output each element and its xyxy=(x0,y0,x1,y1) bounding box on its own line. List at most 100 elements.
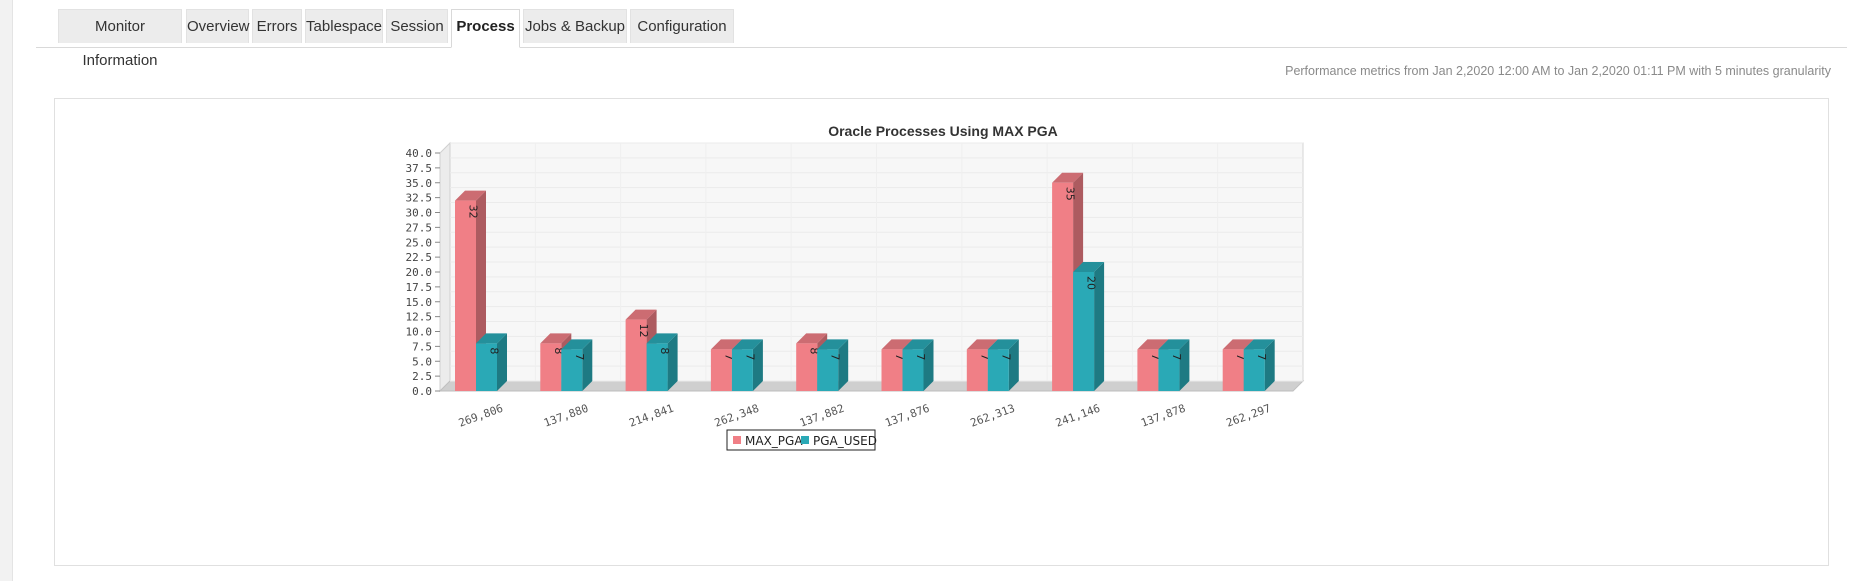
tab-process[interactable]: Process xyxy=(451,9,520,48)
y-tick-label: 32.5 xyxy=(406,192,433,205)
legend-swatch xyxy=(733,436,741,444)
bar-side xyxy=(1094,262,1105,391)
bar-value-label: 7 xyxy=(1170,353,1183,360)
tab-monitor-information[interactable]: Monitor Information xyxy=(58,9,182,69)
bar-value-label: 8 xyxy=(658,347,671,354)
bar-value-label: 7 xyxy=(722,353,735,360)
bar-value-label: 8 xyxy=(552,347,565,354)
y-tick-label: 22.5 xyxy=(406,251,433,264)
bar-pga-used xyxy=(1073,262,1105,391)
x-tick-label: 262,348 xyxy=(713,402,761,430)
y-tick-label: 30.0 xyxy=(406,207,433,220)
bar-top xyxy=(1158,339,1190,350)
tab-tablespace[interactable]: Tablespace xyxy=(305,9,383,43)
bar-front xyxy=(881,349,903,391)
bar-top xyxy=(1243,339,1275,350)
bar-top xyxy=(817,339,849,350)
y-tick-label: 2.5 xyxy=(412,370,432,383)
y-tick-label: 25.0 xyxy=(406,236,433,249)
bar-front xyxy=(817,349,839,391)
bar-value-label: 8 xyxy=(808,347,821,354)
bar-top xyxy=(987,339,1019,350)
y-tick-label: 27.5 xyxy=(406,221,433,234)
bar-front xyxy=(1137,349,1159,391)
y-tick-label: 12.5 xyxy=(406,311,433,324)
bar-front xyxy=(625,319,647,391)
bar-front xyxy=(1222,349,1244,391)
plot-left-wall xyxy=(439,141,451,393)
bar-pga-used xyxy=(646,333,678,391)
chart-title: Oracle Processes Using MAX PGA xyxy=(828,123,1058,139)
bar-top xyxy=(966,339,998,350)
bar-pga-used xyxy=(731,339,763,391)
bar-value-label: 32 xyxy=(467,205,480,219)
bar-value-label: 8 xyxy=(488,347,501,354)
bar-front xyxy=(731,349,753,391)
bar-front xyxy=(902,349,924,391)
bar-top xyxy=(710,339,742,350)
x-tick-label: 137,880 xyxy=(542,402,590,430)
x-tick-label: 262,313 xyxy=(969,402,1017,430)
x-tick-label: 137,882 xyxy=(798,402,846,430)
tab-jobs-backup[interactable]: Jobs & Backup xyxy=(523,9,627,43)
bar-value-label: 7 xyxy=(743,353,756,360)
bar-value-label: 7 xyxy=(1149,353,1162,360)
bar-front xyxy=(987,349,1009,391)
legend-swatch xyxy=(801,436,809,444)
bar-side xyxy=(667,333,678,391)
x-tick-label: 214,841 xyxy=(627,402,675,430)
bar-top xyxy=(561,339,593,350)
y-tick-label: 10.0 xyxy=(406,326,433,339)
tab-bar: Monitor Information Overview Errors Tabl… xyxy=(36,9,1847,69)
chart-panel: Oracle Processes Using MAX PGA 0.0 2.5 5.0 7… xyxy=(54,98,1829,566)
bar-front xyxy=(455,200,476,391)
bar-pga-used xyxy=(1158,339,1190,391)
bar-side xyxy=(1179,339,1190,391)
bar-front xyxy=(966,349,988,391)
bar-side xyxy=(838,339,849,391)
y-tick-label: 15.0 xyxy=(406,296,433,309)
bar-front xyxy=(561,349,583,391)
bar-side xyxy=(1008,339,1019,391)
y-tick-label: 5.0 xyxy=(412,355,432,368)
x-tick-label: 262,297 xyxy=(1224,402,1272,430)
bar-top xyxy=(902,339,934,350)
tab-errors[interactable]: Errors xyxy=(252,9,302,43)
y-tick-label: 40.0 xyxy=(406,147,433,160)
y-tick-label: 7.5 xyxy=(412,340,432,353)
tab-overview[interactable]: Overview xyxy=(186,9,250,43)
bar-top xyxy=(455,190,486,201)
bar-front xyxy=(646,343,668,391)
x-tick-label: 269,806 xyxy=(457,402,505,430)
bar-front xyxy=(1073,272,1095,391)
bar-front xyxy=(1052,182,1074,391)
bar-value-label: 7 xyxy=(1255,353,1268,360)
bar-pga-used xyxy=(817,339,849,391)
y-tick-label: 35.0 xyxy=(406,177,433,190)
bar-pga-used xyxy=(561,339,593,391)
bar-value-label: 7 xyxy=(1234,353,1247,360)
bar-top xyxy=(1073,262,1105,272)
x-tick-label: 137,878 xyxy=(1139,402,1187,430)
bar-front xyxy=(710,349,732,391)
tab-configuration[interactable]: Configuration xyxy=(630,9,734,43)
bar-top xyxy=(1222,339,1254,350)
bar-value-label: 20 xyxy=(1085,276,1098,290)
bar-value-label: 7 xyxy=(914,353,927,360)
bar-top xyxy=(625,309,657,320)
bar-value-label: 7 xyxy=(893,353,906,360)
bar-top xyxy=(540,333,572,344)
tab-session[interactable]: Session xyxy=(386,9,448,43)
bar-value-label: 7 xyxy=(978,353,991,360)
bar-front xyxy=(540,343,562,391)
bar-top xyxy=(881,339,913,350)
legend-label: MAX_PGA xyxy=(745,434,803,448)
bar-pga-used xyxy=(987,339,1019,391)
bar-value-label: 7 xyxy=(999,353,1012,360)
bar-side xyxy=(1264,339,1275,391)
bar-value-label: 7 xyxy=(573,353,586,360)
y-tick-label: 37.5 xyxy=(406,162,433,175)
performance-metrics-note: Performance metrics from Jan 2,2020 12:0… xyxy=(1285,64,1831,78)
bar-value-label: 7 xyxy=(829,353,842,360)
bar-side xyxy=(752,339,763,391)
